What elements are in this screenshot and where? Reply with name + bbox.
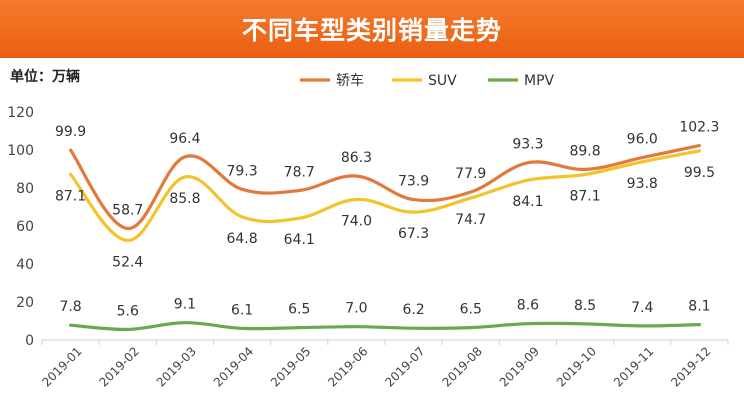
series-line-2 xyxy=(69,149,701,243)
x-tick-label: 2019-04 xyxy=(211,344,256,389)
data-label: 74.0 xyxy=(341,213,372,229)
x-tick-label: 2019-05 xyxy=(268,344,313,389)
legend-label: 轿车 xyxy=(336,72,364,89)
data-label: 74.7 xyxy=(455,212,486,228)
unit-label: 单位：万辆 xyxy=(10,69,80,85)
data-label: 64.1 xyxy=(284,232,315,248)
y-tick-label: 100 xyxy=(7,143,34,159)
data-label: 8.5 xyxy=(574,298,596,314)
data-label: 7.0 xyxy=(345,301,367,317)
data-label: 6.5 xyxy=(460,302,482,318)
data-label: 67.3 xyxy=(398,226,429,242)
data-label: 102.3 xyxy=(679,120,719,136)
legend-label: MPV xyxy=(524,73,555,89)
series-line-3 xyxy=(69,321,701,332)
data-label: 93.8 xyxy=(627,176,658,192)
data-label: 99.5 xyxy=(684,165,715,181)
data-label: 6.2 xyxy=(402,302,424,318)
data-label: 79.3 xyxy=(226,163,257,179)
data-label: 6.1 xyxy=(231,302,253,318)
data-label: 58.7 xyxy=(112,202,143,218)
x-tick-label: 2019-10 xyxy=(554,344,599,389)
data-label: 87.1 xyxy=(55,189,86,205)
data-label: 87.1 xyxy=(569,189,600,205)
x-tick-label: 2019-07 xyxy=(382,344,427,389)
data-label: 89.8 xyxy=(569,143,600,159)
data-label: 52.4 xyxy=(112,254,143,270)
data-label: 8.6 xyxy=(517,298,539,314)
x-tick-label: 2019-12 xyxy=(668,344,713,389)
data-label: 64.8 xyxy=(226,231,257,247)
data-label: 7.4 xyxy=(631,300,653,316)
x-tick-label: 2019-09 xyxy=(497,344,542,389)
legend-label: SUV xyxy=(428,73,457,89)
x-tick-label: 2019-06 xyxy=(325,344,370,389)
data-label: 77.9 xyxy=(455,166,486,182)
data-label: 6.5 xyxy=(288,302,310,318)
y-tick-label: 60 xyxy=(16,219,34,235)
x-tick-label: 2019-11 xyxy=(611,344,656,389)
data-label: 8.1 xyxy=(688,299,710,315)
data-label: 9.1 xyxy=(174,297,196,313)
x-tick-label: 2019-08 xyxy=(440,344,485,389)
data-label: 78.7 xyxy=(284,164,315,180)
series-line-1 xyxy=(69,144,701,231)
chart-title: 不同车型类别销量走势 xyxy=(241,16,502,45)
data-label: 7.8 xyxy=(59,299,81,315)
title-banner: 不同车型类别销量走势 xyxy=(0,0,744,58)
data-label: 73.9 xyxy=(398,174,429,190)
data-label: 96.4 xyxy=(169,131,200,147)
x-tick-label: 2019-03 xyxy=(154,344,199,389)
x-tick-label: 2019-02 xyxy=(97,344,142,389)
y-tick-label: 80 xyxy=(16,181,34,197)
x-tick-label: 2019-01 xyxy=(39,344,84,389)
y-tick-label: 120 xyxy=(7,105,34,121)
y-tick-label: 0 xyxy=(25,333,34,349)
data-label: 99.9 xyxy=(55,124,86,140)
y-tick-label: 20 xyxy=(16,295,34,311)
data-label: 93.3 xyxy=(512,137,543,153)
data-label: 5.6 xyxy=(117,303,139,319)
data-label: 96.0 xyxy=(627,132,658,148)
data-label: 85.8 xyxy=(169,191,200,207)
y-tick-label: 40 xyxy=(16,257,34,273)
data-label: 86.3 xyxy=(341,150,372,166)
data-label: 84.1 xyxy=(512,194,543,210)
